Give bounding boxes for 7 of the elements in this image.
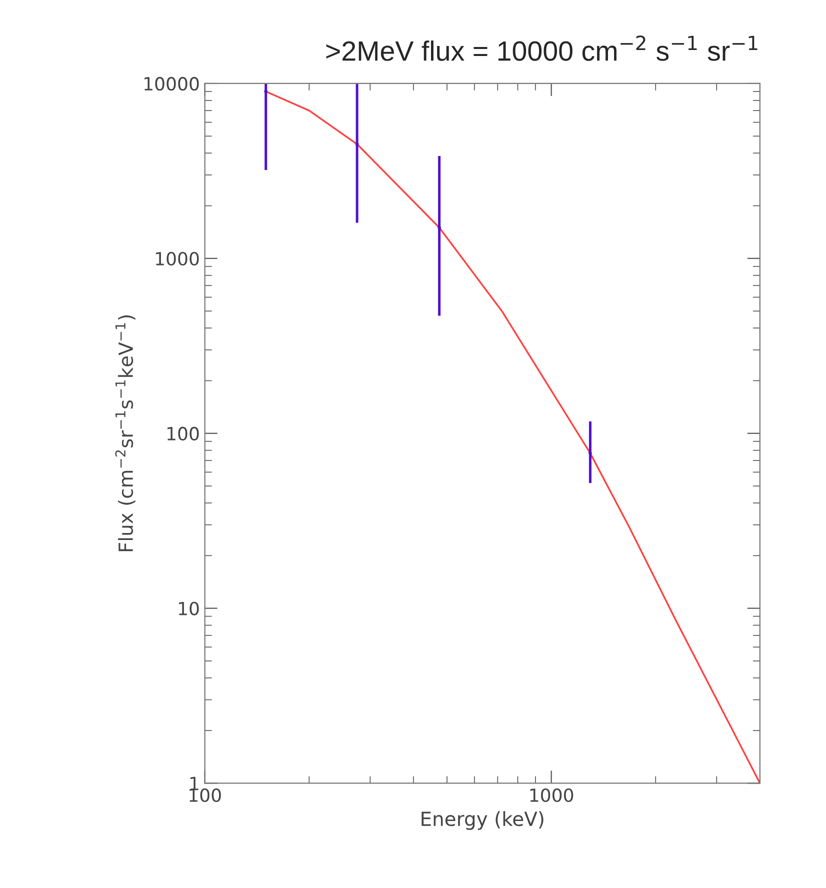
text: Flux (cm$^{−2}$sr$^{−1}$s$^{−1}$keV$^{−1}$) — [115, 315, 136, 552]
y-tick-label: 10 — [178, 602, 199, 616]
y-tick-label: 10000 — [144, 76, 199, 91]
x-axis-title: Energy (keV) — [422, 811, 544, 830]
y-tick-label: 100 — [168, 426, 199, 440]
chart-title: >2MeV flux = 10000 cm$^{−2}$ s$^{−1}$ sr$^{−1}$ — [326, 36, 758, 61]
y-tick-label: 1000 — [156, 252, 199, 266]
